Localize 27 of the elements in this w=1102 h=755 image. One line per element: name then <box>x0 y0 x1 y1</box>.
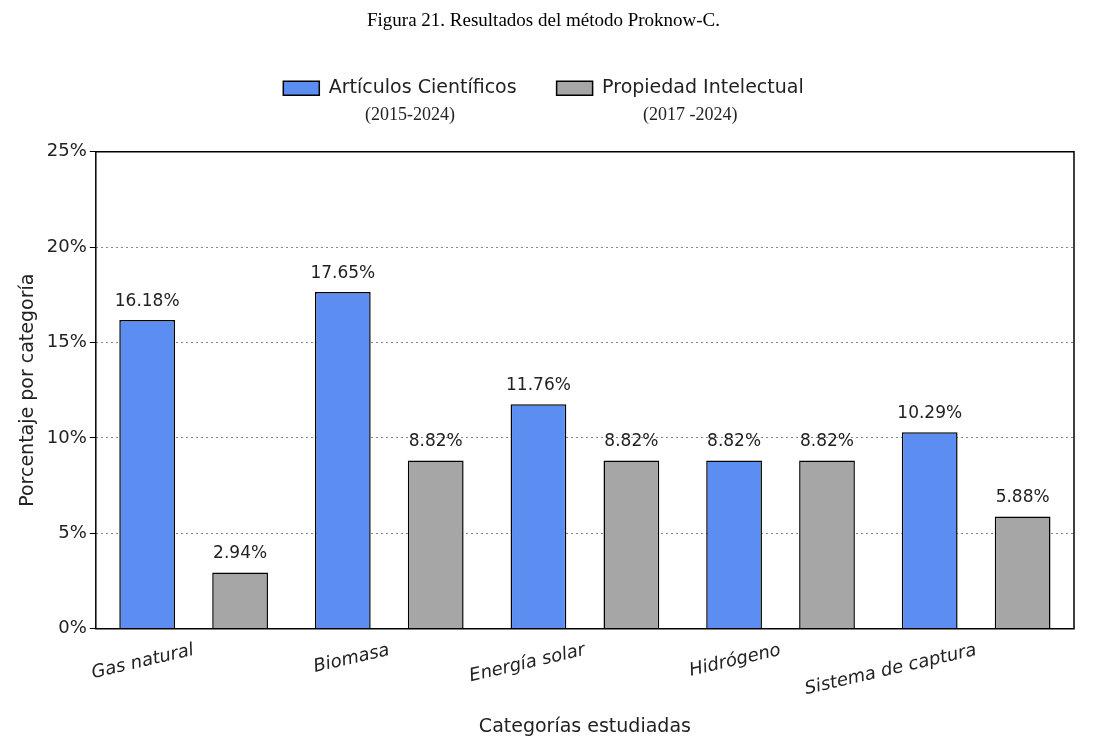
data-label: 8.82% <box>800 430 855 451</box>
data-label: 8.82% <box>604 430 659 451</box>
x-tick-label: Biomasa <box>311 638 392 676</box>
data-label: 16.18% <box>114 289 180 310</box>
y-tick-label: 0% <box>58 616 87 638</box>
x-tick-label: Sistema de captura <box>802 638 979 699</box>
y-tick-label: 15% <box>46 330 87 352</box>
y-tick-label: 5% <box>58 520 87 542</box>
data-label: 5.88% <box>995 486 1050 507</box>
y-tick-label: 10% <box>46 425 87 447</box>
y-tick-label: 20% <box>46 234 87 256</box>
data-label: 2.94% <box>213 542 268 563</box>
data-label: 8.82% <box>408 430 463 451</box>
x-tick-label: Energía solar <box>467 637 589 686</box>
data-label: 17.65% <box>310 261 376 282</box>
x-axis-title: Categorías estudiadas <box>478 713 691 736</box>
x-tick-label: Gas natural <box>89 638 196 683</box>
y-tick-label: 25% <box>46 139 87 161</box>
chart-title: Figura 21. Resultados del método Proknow-C. <box>366 9 721 31</box>
data-label: 10.29% <box>897 402 963 423</box>
y-axis-title: Porcentaje por categoría <box>15 273 38 507</box>
legend-label: Artículos Científicos <box>328 75 517 98</box>
legend-label: Propiedad Intelectual <box>602 75 804 98</box>
data-label: 11.76% <box>506 374 571 395</box>
text: (2015-2024) <box>364 103 455 125</box>
data-label: 8.82% <box>707 430 762 451</box>
text: (2017 -2024) <box>642 103 738 125</box>
